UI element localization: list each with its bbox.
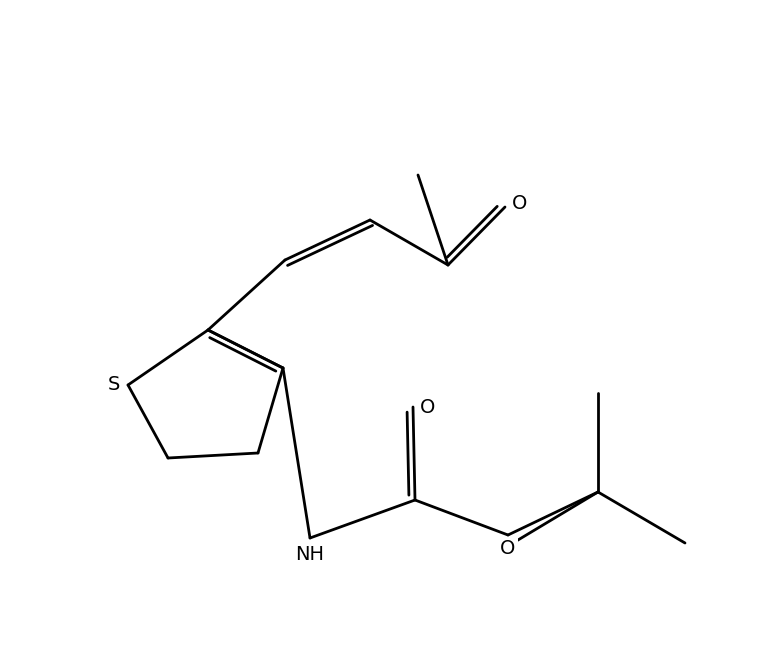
Text: O: O [500,540,516,559]
Text: NH: NH [296,545,325,563]
Text: S: S [108,375,120,393]
Text: O: O [512,193,527,213]
Text: O: O [420,397,435,416]
